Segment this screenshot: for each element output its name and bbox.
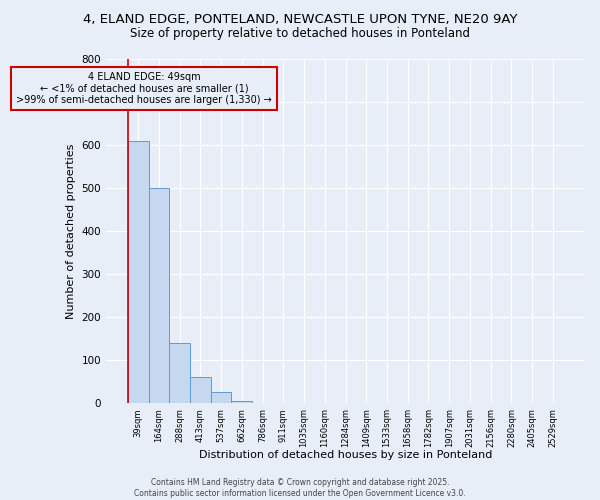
- Text: Contains HM Land Registry data © Crown copyright and database right 2025.
Contai: Contains HM Land Registry data © Crown c…: [134, 478, 466, 498]
- X-axis label: Distribution of detached houses by size in Ponteland: Distribution of detached houses by size …: [199, 450, 492, 460]
- Text: 4 ELAND EDGE: 49sqm
← <1% of detached houses are smaller (1)
>99% of semi-detach: 4 ELAND EDGE: 49sqm ← <1% of detached ho…: [16, 72, 272, 105]
- Bar: [232, 401, 252, 403]
- Y-axis label: Number of detached properties: Number of detached properties: [66, 144, 76, 319]
- Bar: [149, 188, 169, 403]
- Text: Size of property relative to detached houses in Ponteland: Size of property relative to detached ho…: [130, 28, 470, 40]
- Bar: [169, 343, 190, 403]
- Bar: [190, 378, 211, 403]
- Bar: [128, 141, 149, 403]
- Text: 4, ELAND EDGE, PONTELAND, NEWCASTLE UPON TYNE, NE20 9AY: 4, ELAND EDGE, PONTELAND, NEWCASTLE UPON…: [83, 12, 517, 26]
- Bar: [211, 392, 232, 403]
